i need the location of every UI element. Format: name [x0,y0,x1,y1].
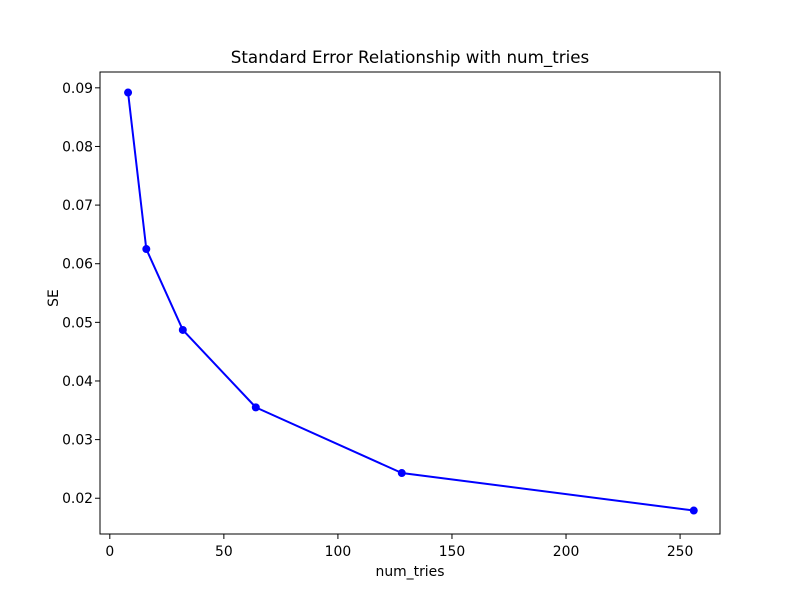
data-point-marker [689,506,698,515]
x-axis-label: num_tries [376,564,445,580]
x-tick-label: 100 [325,544,352,560]
x-tick-label: 250 [667,544,694,560]
line-series [124,88,698,515]
y-tick-label: 0.03 [62,433,93,449]
x-tick-label: 150 [439,544,466,560]
se-line [127,92,694,512]
y-axis: 0.02 0.03 0.04 0.05 0.06 0.07 0.08 0.09 [62,81,100,507]
plot-area [100,72,720,534]
y-tick-label: 0.05 [62,315,93,331]
y-tick-label: 0.02 [62,491,93,507]
chart-title: Standard Error Relationship with num_tri… [231,47,589,68]
x-tick-label: 50 [215,544,233,560]
data-point-marker [124,88,133,97]
y-tick-label: 0.07 [62,198,93,214]
data-point-marker [178,325,187,334]
x-tick-label: 200 [553,544,580,560]
x-tick-label: 0 [105,544,114,560]
data-point-marker [251,403,260,412]
x-axis: 0 50 100 150 200 250 [105,534,693,560]
data-point-marker [397,469,406,478]
y-tick-label: 0.09 [62,81,93,97]
y-tick-label: 0.08 [62,139,93,155]
y-tick-label: 0.04 [62,374,93,390]
plot-frame [99,71,721,535]
y-tick-label: 0.06 [62,257,93,273]
data-point-marker [142,245,151,254]
y-axis-label: SE [46,289,62,307]
